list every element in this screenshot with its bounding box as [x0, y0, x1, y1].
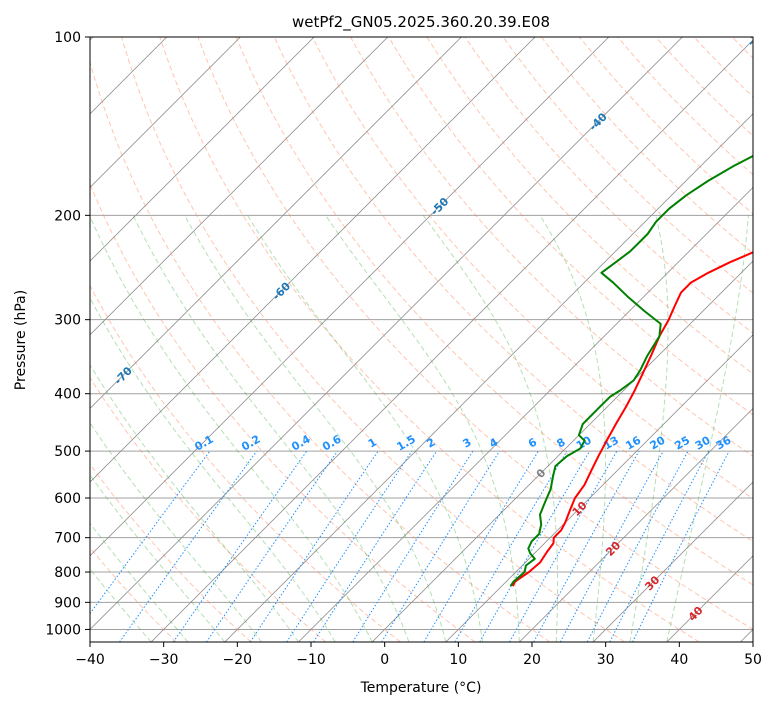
moist-adiabat-line: [666, 215, 749, 642]
isotherm-line: [90, 37, 610, 557]
y-tick-label: 300: [54, 313, 81, 329]
moist-adiabat-line: [90, 568, 152, 642]
mixing-ratio-line: [205, 450, 338, 642]
x-tick-label: 50: [744, 652, 762, 668]
x-tick-label: −20: [223, 652, 253, 668]
y-tick-label: 600: [54, 491, 81, 507]
isotherm-line: [224, 113, 753, 642]
isotherm-line: [90, 37, 462, 410]
mixing-ratio-line: [352, 450, 474, 642]
dry-adiabat-line: [90, 376, 327, 642]
x-tick-label: −10: [296, 652, 326, 668]
dewpoint-line: [509, 154, 753, 587]
isotherm-line: [592, 481, 753, 642]
moist-adiabat-line: [325, 215, 520, 642]
x-tick-label: −30: [149, 652, 179, 668]
y-tick-label: 1000: [45, 622, 81, 638]
mixing-ratio-line: [559, 450, 664, 642]
dry-adiabat-line: [90, 182, 476, 642]
x-tick-label: 20: [523, 652, 541, 668]
isobar-lines: [90, 37, 753, 630]
moist-adiabat-line: [90, 474, 226, 642]
dry-adiabats: [90, 37, 753, 642]
mixing-ratio-line: [533, 450, 640, 642]
moist-adiabat-line: [629, 215, 669, 642]
y-axis-ticks: 100 200 300 400 500 600 700 800 900 1000: [45, 30, 90, 638]
moist-adiabat-line: [422, 215, 558, 642]
dry-adiabat-line: [159, 37, 700, 642]
moist-adiabat-line: [132, 215, 410, 642]
mixing-ratio-line: [313, 450, 438, 642]
dry-adiabat-line: [235, 37, 753, 586]
moist-adiabats: [90, 215, 749, 642]
y-tick-label: 500: [54, 444, 81, 460]
mixing-ratio-line: [609, 450, 709, 642]
mixing-ratio-line: [479, 450, 591, 642]
isotherm-line: [519, 407, 753, 642]
dry-adiabat-line: [197, 37, 753, 631]
x-tick-label: 10: [449, 652, 467, 668]
x-tick-label: 0: [380, 652, 389, 668]
mixing-ratio-line: [381, 450, 500, 642]
moist-adiabat-line: [90, 421, 262, 642]
isotherm-line: [90, 37, 315, 262]
isotherm-line: [298, 186, 753, 642]
dry-adiabat-line: [426, 37, 753, 375]
plot-area: 0.10.20.40.611.52346810131620253036-100-…: [90, 25, 768, 642]
dry-adiabat-line: [350, 37, 753, 457]
x-tick-label: −40: [75, 652, 105, 668]
x-axis-ticks: −40 −30 −20 −10 0 10 20 30 40 50: [75, 642, 762, 668]
mixing-ratio-line: [632, 450, 730, 642]
moist-adiabat-line: [90, 363, 299, 642]
moist-adiabat-line: [247, 215, 484, 642]
isotherm-line: [90, 37, 536, 483]
moist-adiabat-line: [90, 215, 373, 642]
x-tick-label: 40: [670, 652, 688, 668]
mixing-ratio-line: [509, 450, 618, 642]
plot-frame: [89, 36, 754, 643]
x-tick-label: 30: [597, 652, 615, 668]
isotherm-lines: [90, 37, 753, 642]
dry-adiabat-line: [579, 37, 753, 215]
y-tick-label: 200: [54, 208, 81, 224]
mixing-ratio-line: [90, 450, 211, 615]
mixing-ratio-lines: [90, 450, 730, 642]
isotherm-line: [90, 37, 683, 631]
dry-adiabat-line: [90, 284, 401, 642]
isotherm-line: [90, 37, 389, 336]
sounding-series: [509, 154, 753, 587]
y-tick-label: 900: [54, 595, 81, 611]
y-tick-label: 700: [54, 531, 81, 547]
moist-adiabat-line: [90, 296, 336, 642]
isopleth-label: -30: [745, 25, 768, 48]
dry-adiabat-line: [388, 37, 753, 416]
y-tick-label: 400: [54, 387, 81, 403]
x-axis-label: Temperature (°C): [360, 680, 482, 696]
dry-adiabat-line: [90, 60, 551, 642]
chart-title: wetPf2_GN05.2025.360.20.39.E08: [292, 13, 550, 32]
y-tick-label: 800: [54, 565, 81, 581]
y-axis-label: Pressure (hPa): [13, 290, 29, 390]
isotherm-line: [371, 260, 753, 642]
dry-adiabat-line: [273, 37, 753, 542]
y-tick-label: 100: [54, 30, 81, 46]
dry-adiabat-line: [121, 37, 625, 642]
isotherm-line: [150, 39, 753, 642]
isotherm-line: [90, 37, 241, 189]
mixing-ratio-line: [586, 450, 689, 642]
dry-adiabat-line: [541, 37, 753, 254]
isotherm-line: [445, 334, 753, 642]
dry-adiabat-line: [311, 37, 753, 500]
dry-adiabat-line: [464, 37, 753, 334]
mixing-ratio-line: [172, 450, 308, 642]
mixing-ratio-line: [286, 450, 413, 642]
mixing-ratio-line: [119, 450, 258, 642]
moist-adiabat-line: [184, 215, 447, 642]
